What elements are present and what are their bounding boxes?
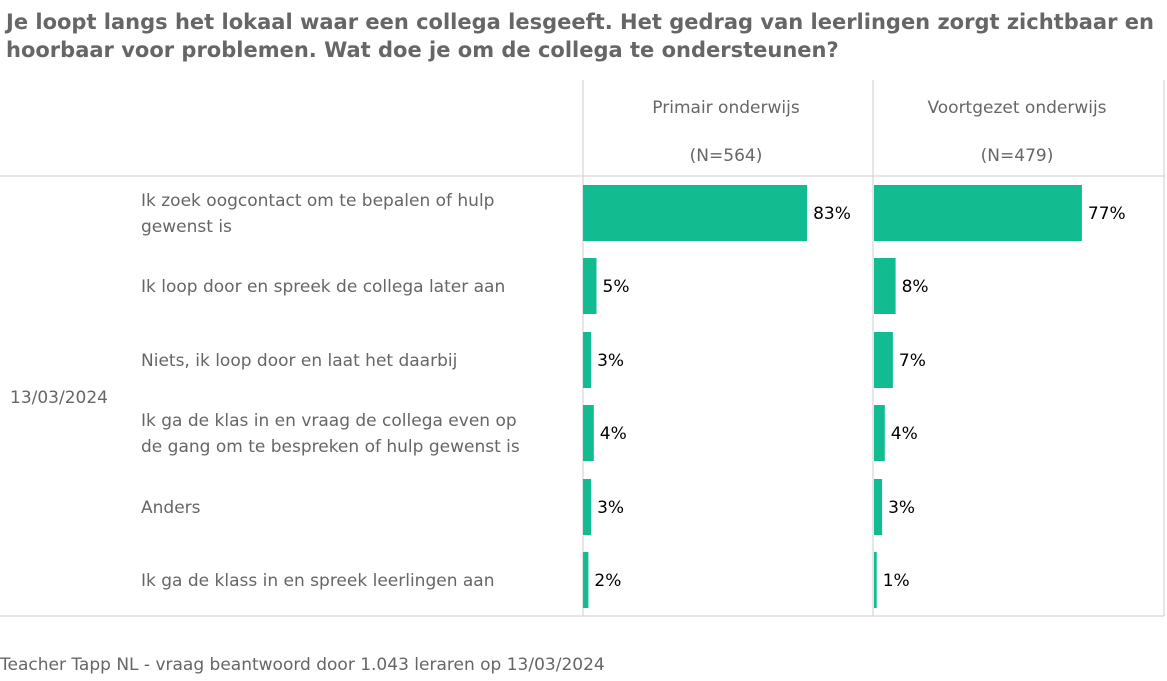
bar-0-1 [583,258,597,314]
category-label-2-0: Niets, ik loop door en laat het daarbij [141,351,457,371]
bar-0-0 [583,185,808,241]
value-label-1-2: 7% [899,351,926,371]
value-label-0-1: 5% [603,277,630,297]
bar-1-1 [874,258,896,314]
value-label-1-5: 1% [883,571,910,591]
bar-1-5 [874,552,877,608]
bar-1-3 [874,405,885,461]
bar-1-0 [874,185,1082,241]
bar-0-2 [583,332,592,388]
category-label-0-0: Ik zoek oogcontact om te bepalen of hulp [141,191,494,211]
category-label-1-0: Ik loop door en spreek de collega later … [141,277,505,297]
footer-source: Teacher Tapp NL - vraag beantwoord door … [0,655,605,675]
bar-0-4 [583,479,592,535]
category-label-5-0: Ik ga de klass in en spreek leerlingen a… [141,571,495,591]
value-label-0-4: 3% [597,498,624,518]
value-label-0-0: 83% [813,204,851,224]
bar-1-2 [874,332,893,388]
panel-header-0: Primair onderwijs [652,98,800,118]
value-label-1-3: 4% [891,424,918,444]
chart-area: Primair onderwijs (N=564) Voortgezet onder… [0,80,1165,617]
value-label-0-2: 3% [597,351,624,371]
category-label-3-0: Ik ga de klas in en vraag de collega eve… [141,411,517,431]
value-label-1-1: 8% [902,277,929,297]
value-label-0-3: 4% [600,424,627,444]
category-label-4-0: Anders [141,498,201,518]
chart-title: Je loopt langs het lokaal waar een colle… [6,10,1154,62]
bar-0-5 [583,552,589,608]
bar-1-4 [874,479,883,535]
bar-0-3 [583,405,594,461]
panel-n-1: (N=479) [981,146,1054,166]
value-label-1-4: 3% [888,498,915,518]
row-group-label: 13/03/2024 [10,388,108,408]
category-label-0-1: gewenst is [141,217,232,237]
panel-header-1: Voortgezet onderwijs [927,98,1106,118]
value-label-1-0: 77% [1088,204,1126,224]
value-label-0-5: 2% [594,571,621,591]
category-label-3-1: de gang om te bespreken of hulp gewenst … [141,437,520,457]
panel-n-0: (N=564) [690,146,763,166]
